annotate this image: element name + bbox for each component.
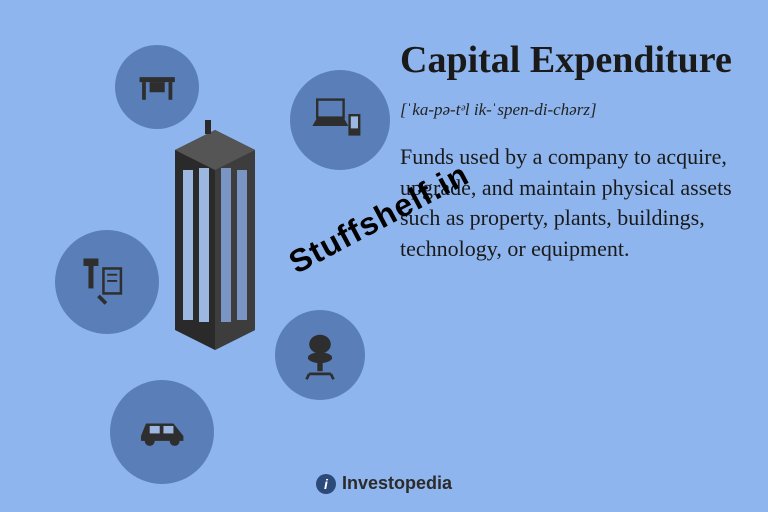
car-icon	[131, 401, 193, 463]
brand-name: Investopedia	[342, 473, 452, 494]
footer: i Investopedia	[0, 473, 768, 494]
building-icon	[155, 120, 275, 360]
term-title: Capital Expenditure	[400, 40, 738, 82]
brand-icon: i	[316, 474, 336, 494]
infographic-canvas: Capital Expenditure [ˈka-pə-tᵊl ik-ˈspen…	[0, 0, 768, 512]
text-panel: Capital Expenditure [ˈka-pə-tᵊl ik-ˈspen…	[400, 0, 768, 512]
bubble-tools	[55, 230, 159, 334]
brand-logo: i Investopedia	[316, 473, 452, 494]
bubble-chair	[275, 310, 365, 400]
bubble-car	[110, 380, 214, 484]
chair-icon	[293, 328, 347, 382]
bubble-laptop	[290, 70, 390, 170]
pronunciation: [ˈka-pə-tᵊl ik-ˈspen-di-chərz]	[400, 100, 738, 120]
tools-icon	[76, 251, 138, 313]
desk-icon	[132, 62, 182, 112]
bubble-desk	[115, 45, 199, 129]
laptop-phone-icon	[310, 90, 370, 150]
